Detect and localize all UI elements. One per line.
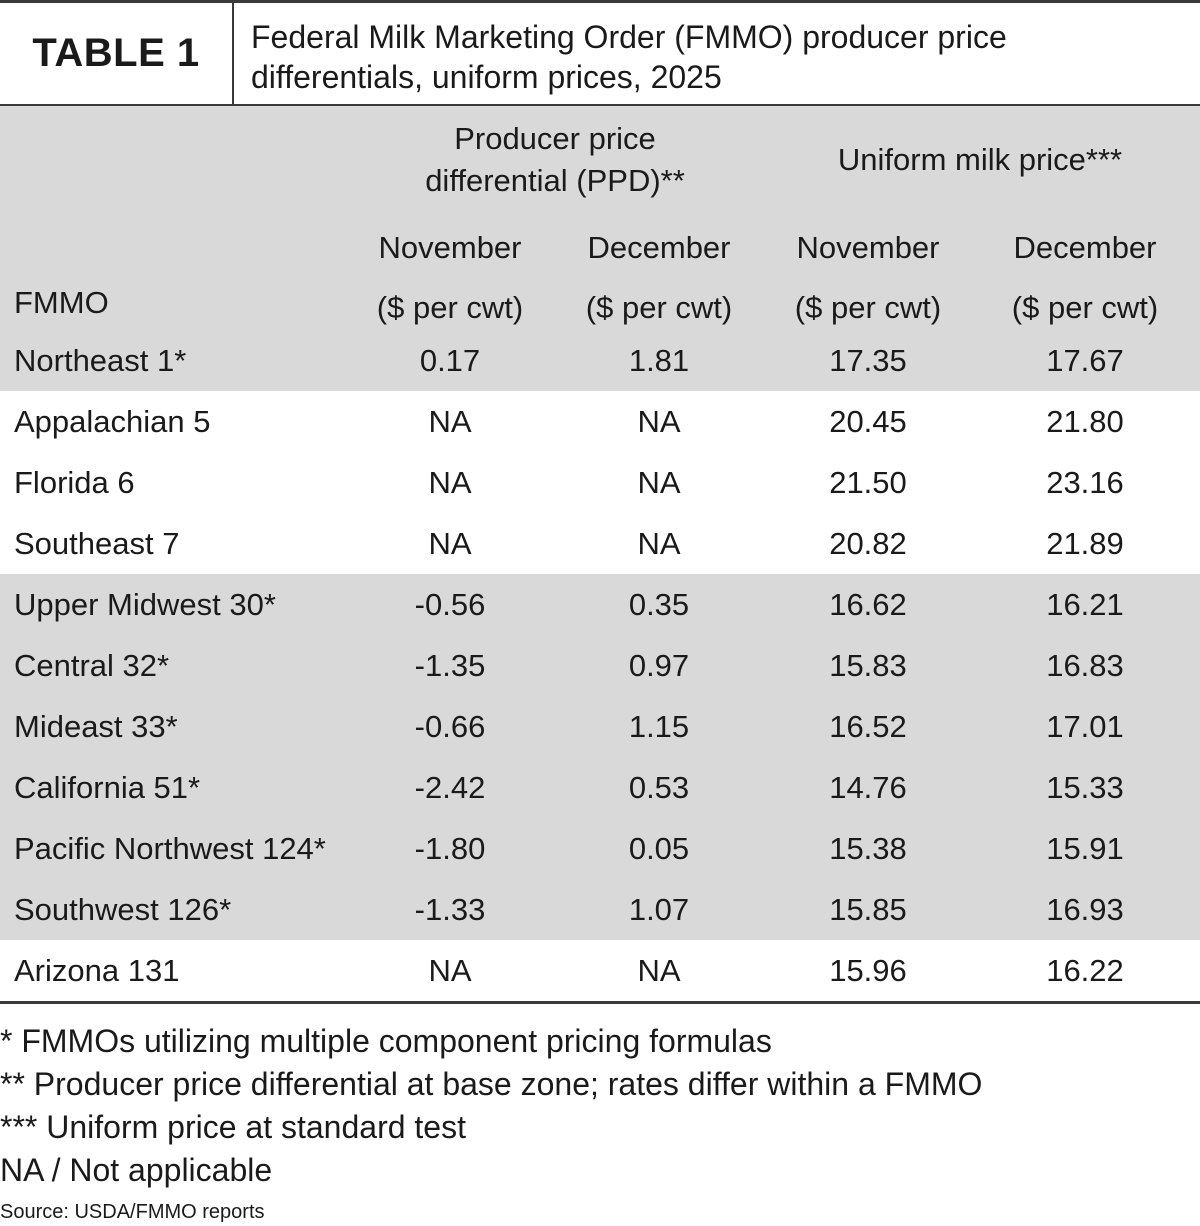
uniform-december-value: 17.67 [1046, 343, 1124, 378]
uniform-november-value: 20.45 [829, 404, 907, 439]
ppd-december-value: NA [637, 526, 681, 561]
ppd-november-value: -1.35 [414, 648, 486, 683]
col-month: November [378, 230, 522, 265]
fmmo-name: Florida 6 [14, 465, 135, 500]
ppd-header-line-1: Producer price [454, 121, 656, 156]
uniform-december-value: 23.16 [1046, 465, 1124, 500]
table-row: Arizona 131 NA NA 15.96 16.22 [0, 940, 1200, 1001]
uniform-november-value: 21.50 [829, 465, 907, 500]
table-body: Northeast 1* 0.17 1.81 17.35 17.67 Appal… [0, 330, 1200, 1001]
fmmo-name: Central 32* [14, 648, 170, 683]
ppd-november-value: 0.17 [419, 343, 481, 378]
ppd-november-value: NA [428, 465, 472, 500]
table-row: Central 32* -1.35 0.97 15.83 16.83 [0, 635, 1200, 696]
ppd-header-line-2: differential (PPD)** [425, 163, 685, 198]
col-unit: ($ per cwt) [794, 290, 942, 325]
ppd-november-value: NA [428, 404, 472, 439]
footnote: ** Producer price differential at base z… [0, 1066, 983, 1102]
col-unit: ($ per cwt) [585, 290, 733, 325]
uniform-december-value: 16.93 [1046, 892, 1124, 927]
ppd-november-value: NA [428, 953, 472, 988]
ppd-group-header: Producer price differential (PPD)** [350, 118, 760, 202]
bottom-rule [0, 1001, 1200, 1004]
fmmo-name: Southeast 7 [14, 526, 180, 561]
table-row: Southwest 126* -1.33 1.07 15.85 16.93 [0, 879, 1200, 940]
fmmo-name: Arizona 131 [14, 953, 180, 988]
col-header-uniform-november: November ($ per cwt) [768, 218, 968, 338]
fmmo-name: California 51* [14, 770, 201, 805]
uniform-december-value: 15.33 [1046, 770, 1124, 805]
uniform-december-value: 21.89 [1046, 526, 1124, 561]
ppd-november-value: -0.66 [414, 709, 486, 744]
uniform-november-value: 20.82 [829, 526, 907, 561]
table-row: Northeast 1* 0.17 1.81 17.35 17.67 [0, 330, 1200, 391]
uniform-november-value: 15.96 [829, 953, 907, 988]
footnote: * FMMOs utilizing multiple component pri… [0, 1023, 772, 1059]
table-title-line-1: Federal Milk Marketing Order (FMMO) prod… [251, 19, 1007, 55]
ppd-december-value: 0.53 [628, 770, 690, 805]
ppd-november-value: -1.33 [414, 892, 486, 927]
table-row: Pacific Northwest 124* -1.80 0.05 15.38 … [0, 818, 1200, 879]
ppd-december-value: NA [637, 404, 681, 439]
footnote: *** Uniform price at standard test [0, 1109, 466, 1145]
fmmo-name: Northeast 1* [14, 343, 187, 378]
table-row: California 51* -2.42 0.53 14.76 15.33 [0, 757, 1200, 818]
col-header-ppd-december: December ($ per cwt) [556, 218, 762, 338]
uniform-group-header: Uniform milk price*** [837, 142, 1123, 177]
ppd-december-value: NA [637, 953, 681, 988]
footnotes: * FMMOs utilizing multiple component pri… [0, 1020, 1200, 1226]
fmmo-name: Upper Midwest 30* [14, 587, 276, 622]
ppd-december-value: 0.97 [628, 648, 690, 683]
col-header-fmmo: FMMO [14, 285, 109, 320]
table-row: Southeast 7 NA NA 20.82 21.89 [0, 513, 1200, 574]
col-header-uniform-december: December ($ per cwt) [982, 218, 1188, 338]
uniform-november-value: 15.85 [829, 892, 907, 927]
table-row: Appalachian 5 NA NA 20.45 21.80 [0, 391, 1200, 452]
col-unit: ($ per cwt) [376, 290, 524, 325]
ppd-december-value: NA [637, 465, 681, 500]
table-title: Federal Milk Marketing Order (FMMO) prod… [251, 17, 1181, 97]
fmmo-name: Mideast 33* [14, 709, 178, 744]
col-month: December [1013, 230, 1157, 265]
uniform-december-value: 15.91 [1046, 831, 1124, 866]
ppd-december-value: 0.05 [628, 831, 690, 866]
top-rule [0, 0, 1200, 3]
uniform-december-value: 16.21 [1046, 587, 1124, 622]
uniform-november-value: 16.62 [829, 587, 907, 622]
fmmo-name: Pacific Northwest 124* [14, 831, 326, 866]
uniform-december-value: 17.01 [1046, 709, 1124, 744]
fmmo-name: Appalachian 5 [14, 404, 211, 439]
title-row: TABLE 1 Federal Milk Marketing Order (FM… [0, 3, 1200, 106]
table-label: TABLE 1 [0, 3, 234, 104]
ppd-november-value: -2.42 [414, 770, 486, 805]
col-month: November [796, 230, 940, 265]
footnote: NA / Not applicable [0, 1152, 273, 1188]
ppd-december-value: 1.15 [628, 709, 690, 744]
uniform-november-value: 15.38 [829, 831, 907, 866]
source-note: Source: USDA/FMMO reports [0, 1201, 265, 1223]
ppd-november-value: -0.56 [414, 587, 486, 622]
uniform-december-value: 21.80 [1046, 404, 1124, 439]
ppd-december-value: 1.07 [628, 892, 690, 927]
uniform-december-value: 16.83 [1046, 648, 1124, 683]
uniform-november-value: 17.35 [829, 343, 907, 378]
table-row: Mideast 33* -0.66 1.15 16.52 17.01 [0, 696, 1200, 757]
col-month: December [587, 230, 731, 265]
ppd-december-value: 1.81 [628, 343, 690, 378]
col-unit: ($ per cwt) [1011, 290, 1159, 325]
ppd-november-value: NA [428, 526, 472, 561]
uniform-november-value: 15.83 [829, 648, 907, 683]
fmmo-name: Southwest 126* [14, 892, 232, 927]
uniform-december-value: 16.22 [1046, 953, 1124, 988]
ppd-december-value: 0.35 [628, 587, 690, 622]
table-row: Florida 6 NA NA 21.50 23.16 [0, 452, 1200, 513]
table-row: Upper Midwest 30* -0.56 0.35 16.62 16.21 [0, 574, 1200, 635]
ppd-november-value: -1.80 [414, 831, 486, 866]
uniform-november-value: 16.52 [829, 709, 907, 744]
uniform-november-value: 14.76 [829, 770, 907, 805]
col-header-ppd-november: November ($ per cwt) [350, 218, 550, 338]
table-title-line-2: differentials, uniform prices, 2025 [251, 59, 722, 95]
table-header: Producer price differential (PPD)** Unif… [0, 106, 1200, 330]
